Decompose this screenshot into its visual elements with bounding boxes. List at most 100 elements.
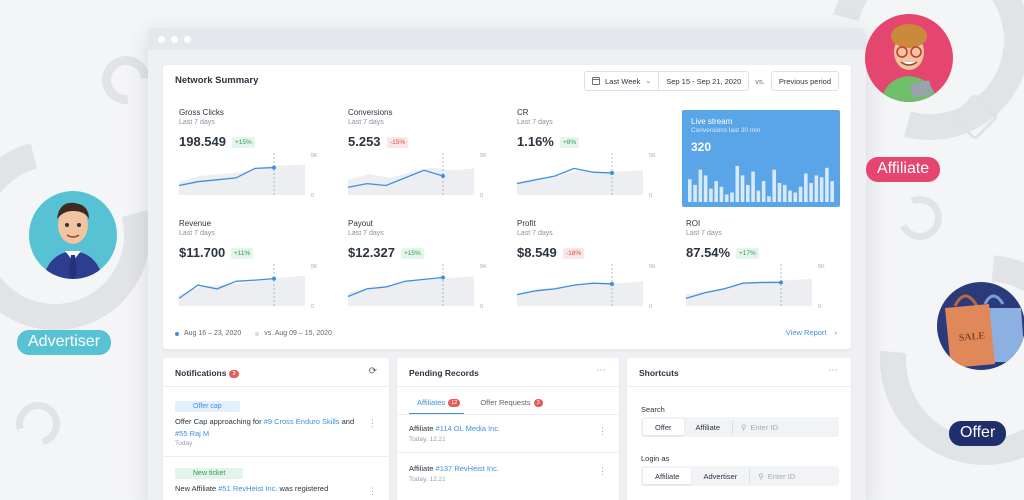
metric-period: Last 7 days bbox=[517, 119, 553, 126]
metric-tile[interactable]: Payout Last 7 days $12.327 +15% 5K 0 bbox=[344, 216, 496, 316]
tab-offer-requests[interactable]: Offer Requests 3 bbox=[480, 398, 543, 415]
range-select[interactable]: Last Week ⌄ bbox=[584, 71, 660, 91]
metric-period: Last 7 days bbox=[179, 230, 215, 237]
search-id-placeholder: Enter ID bbox=[750, 422, 779, 432]
more-horizontal-icon[interactable]: ⋯ bbox=[596, 365, 607, 376]
view-report-link[interactable]: View Report › bbox=[786, 328, 837, 337]
window-control-dot[interactable] bbox=[184, 35, 191, 43]
refresh-icon[interactable]: ⟳ bbox=[368, 366, 377, 377]
window-control-dot[interactable] bbox=[158, 35, 165, 43]
affiliate-avatar bbox=[865, 14, 953, 102]
affiliate-pill: Affiliate bbox=[866, 157, 941, 182]
metric-label: Revenue bbox=[179, 219, 212, 228]
metric-tile[interactable]: ROI Last 7 days 87.54% +17% 5K 0 bbox=[682, 216, 834, 316]
pending-record-text: Affiliate #114 OL Media Inc. bbox=[409, 424, 500, 433]
offer-pill: Offer bbox=[949, 421, 1007, 446]
login-id-input[interactable]: ⚲ Enter ID bbox=[749, 469, 795, 483]
live-stream-bar bbox=[804, 173, 808, 202]
metric-period: Last 7 days bbox=[348, 230, 384, 237]
pending-records-title: Pending Records bbox=[409, 368, 479, 378]
pending-record-link[interactable]: #137 RevHeist Inc. bbox=[435, 464, 499, 473]
calendar-icon bbox=[592, 77, 601, 85]
metric-tile[interactable]: Profit Last 7 days $8.549 -18% 5K 0 bbox=[513, 216, 665, 316]
window-control-dot[interactable] bbox=[171, 35, 178, 43]
live-stream-bar bbox=[767, 196, 771, 202]
more-vertical-icon[interactable]: ⋮ bbox=[598, 466, 607, 476]
pending-record-link[interactable]: #114 OL Media Inc. bbox=[435, 424, 501, 433]
metric-tile[interactable]: CR Last 7 days 1.16% +8% 5K 0 bbox=[513, 105, 665, 205]
metric-tile[interactable]: Gross Clicks Last 7 days 198.549 +15% 5K 0 bbox=[175, 105, 327, 205]
chart-legend: Aug 16 – 23, 2020 vs. Aug 09 – 15, 2020 bbox=[175, 330, 332, 337]
notification-link[interactable]: #51 RevHeist Inc. bbox=[218, 484, 278, 493]
tab-affiliates[interactable]: Affiliates 12 bbox=[409, 398, 465, 415]
offer-avatar: SALE bbox=[937, 282, 1024, 370]
compare-select[interactable]: Previous period bbox=[770, 71, 839, 91]
pending-record-time: Today, 12:21 bbox=[409, 436, 446, 443]
live-stream-bar bbox=[798, 186, 803, 202]
live-stream-bar bbox=[825, 167, 829, 202]
notification-link[interactable]: #9 Cross Enduro Skills bbox=[263, 417, 340, 426]
notification-link[interactable]: #55 Raj M bbox=[175, 429, 210, 438]
metric-sparkline: 5K 0 bbox=[178, 264, 318, 310]
metric-value: $11.700 bbox=[179, 245, 226, 260]
metric-sparkline: 5K 0 bbox=[516, 153, 656, 199]
axis-tick-label: 5K bbox=[480, 264, 487, 270]
axis-tick-label: 5K bbox=[311, 153, 318, 159]
advertiser-avatar bbox=[29, 191, 117, 279]
previous-period-area bbox=[179, 164, 305, 195]
affiliate-illustration bbox=[881, 24, 937, 102]
axis-tick-label: 5K bbox=[480, 153, 487, 159]
more-vertical-icon[interactable]: ⋮ bbox=[598, 426, 607, 436]
legend-item-previous: vs. Aug 09 – 15, 2020 bbox=[255, 330, 332, 337]
axis-tick-label: 0 bbox=[311, 304, 314, 310]
current-point bbox=[441, 174, 445, 178]
pending-tabs: Affiliates 12 Offer Requests 3 bbox=[409, 398, 543, 415]
range-select-value: Last Week bbox=[605, 76, 641, 86]
live-stream-bar bbox=[830, 181, 834, 202]
more-vertical-icon[interactable]: ⋮ bbox=[368, 418, 377, 428]
live-stream-tile[interactable]: Live stream Conversions last 30 min 320 bbox=[682, 110, 840, 207]
pending-record-prefix: Affiliate bbox=[409, 424, 436, 433]
notification-tag: New ticket bbox=[175, 468, 244, 479]
chevron-right-icon: › bbox=[834, 328, 838, 337]
metric-change-badge: +17% bbox=[736, 248, 759, 259]
metric-label: ROI bbox=[686, 219, 701, 228]
login-affiliate-option[interactable]: Affiliate bbox=[643, 468, 692, 484]
live-stream-bar bbox=[698, 169, 703, 202]
shortcuts-card: Shortcuts ⋯ Search Offer Affiliate ⚲ Ent… bbox=[627, 358, 851, 500]
date-toolbar: Last Week ⌄ Sep 15 - Sep 21, 2020 vs. Pr… bbox=[584, 71, 839, 91]
live-stream-bar bbox=[777, 183, 782, 202]
current-period-line bbox=[347, 276, 444, 298]
axis-tick-label: 0 bbox=[649, 193, 652, 199]
axis-tick-label: 0 bbox=[480, 304, 483, 310]
current-period-line bbox=[178, 277, 275, 299]
network-summary-title: Network Summary bbox=[175, 75, 259, 86]
metric-label: Profit bbox=[517, 219, 536, 228]
search-affiliate-option[interactable]: Affiliate bbox=[695, 422, 721, 432]
search-id-input[interactable]: ⚲ Enter ID bbox=[732, 420, 778, 434]
login-advertiser-option[interactable]: Advertiser bbox=[703, 471, 738, 481]
metric-sparkline: 5K 0 bbox=[685, 264, 825, 310]
legend-dot bbox=[255, 331, 260, 336]
current-point bbox=[272, 276, 276, 281]
metric-tile[interactable]: Conversions Last 7 days 5.253 -15% 5K 0 bbox=[344, 105, 496, 205]
more-vertical-icon[interactable]: ⋮ bbox=[368, 486, 377, 496]
previous-period-area bbox=[179, 275, 305, 306]
current-period-line bbox=[347, 169, 444, 189]
live-stream-title: Live stream bbox=[691, 117, 733, 126]
search-offer-option[interactable]: Offer bbox=[643, 419, 684, 435]
tab-offer-requests-label: Offer Requests bbox=[480, 398, 531, 407]
metric-tile[interactable]: Revenue Last 7 days $11.700 +11% 5K 0 bbox=[175, 216, 327, 316]
divider bbox=[397, 414, 619, 415]
more-horizontal-icon[interactable]: ⋯ bbox=[828, 365, 839, 376]
axis-tick-label: 0 bbox=[480, 193, 483, 199]
metric-change-badge: -15% bbox=[387, 137, 409, 148]
date-range-picker[interactable]: Sep 15 - Sep 21, 2020 bbox=[658, 71, 750, 91]
legend-item-current: Aug 16 – 23, 2020 bbox=[175, 330, 241, 337]
divider bbox=[163, 386, 389, 387]
tab-affiliates-count: 12 bbox=[448, 399, 461, 407]
current-point bbox=[441, 275, 445, 280]
axis-tick-label: 5K bbox=[818, 264, 825, 270]
current-point bbox=[779, 280, 783, 285]
metric-change-badge: -18% bbox=[563, 248, 585, 259]
